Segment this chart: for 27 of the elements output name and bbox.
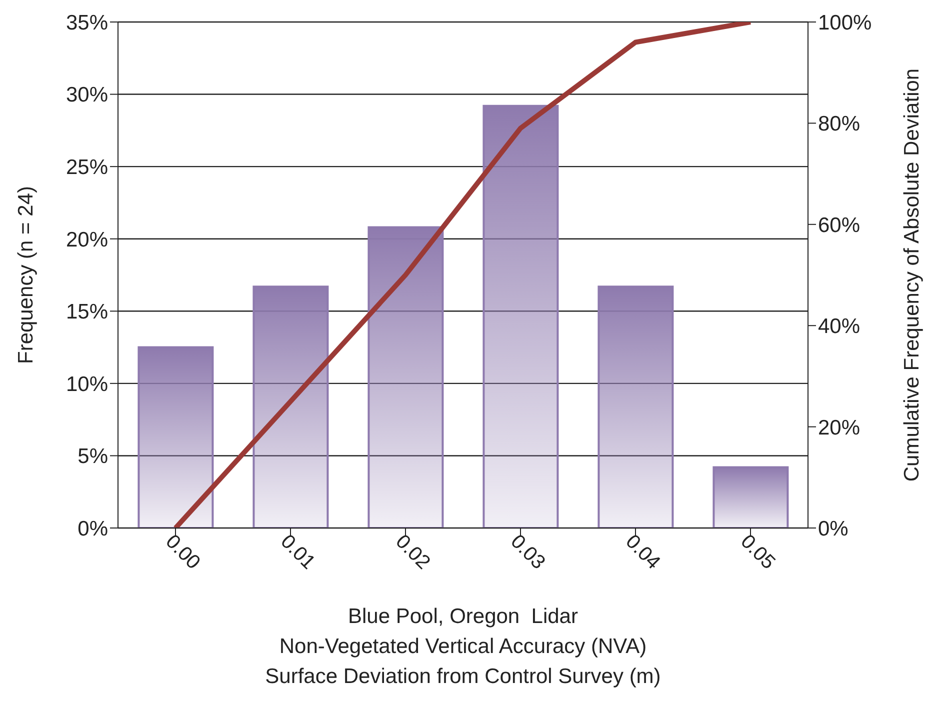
- x-tick-label: 0.05: [736, 530, 780, 574]
- y2-tick-label: 100%: [818, 11, 872, 34]
- y-tick-label: 20%: [66, 228, 108, 252]
- y2-tick-label: 0%: [818, 517, 848, 540]
- y-tick-label: 10%: [66, 372, 108, 396]
- y-tick-label: 5%: [78, 445, 108, 468]
- bar: [712, 466, 789, 528]
- y-axis-title: Frequency (n = 24): [14, 186, 38, 364]
- x-tick-label: 0.04: [621, 530, 664, 574]
- y-tick-label: 35%: [66, 11, 108, 34]
- bar: [252, 286, 329, 528]
- y-tick-label: 25%: [66, 156, 108, 180]
- y-tick-label: 15%: [66, 300, 108, 324]
- y-tick-label: 30%: [66, 84, 108, 107]
- bar: [138, 346, 214, 528]
- x-tick-label: 0.03: [506, 530, 550, 574]
- x-tick-label: 0.00: [161, 530, 204, 574]
- x-axis-title: Blue Pool, Oregon Lidar Non-Vegetated Vertical Accuracy (NVA) Surface Deviation from Control Survey (m): [265, 605, 661, 688]
- bar: [482, 104, 559, 528]
- bar: [598, 286, 674, 528]
- y-tick-label: 0%: [78, 517, 108, 540]
- y2-tick-label: 20%: [818, 416, 860, 440]
- y2-tick-label: 80%: [818, 112, 860, 136]
- y2-tick-label: 40%: [818, 315, 860, 338]
- y2-axis-title: Cumulative Frequency of Absolute Deviation: [900, 68, 924, 482]
- y2-tick-label: 60%: [818, 214, 860, 237]
- bar: [368, 226, 444, 528]
